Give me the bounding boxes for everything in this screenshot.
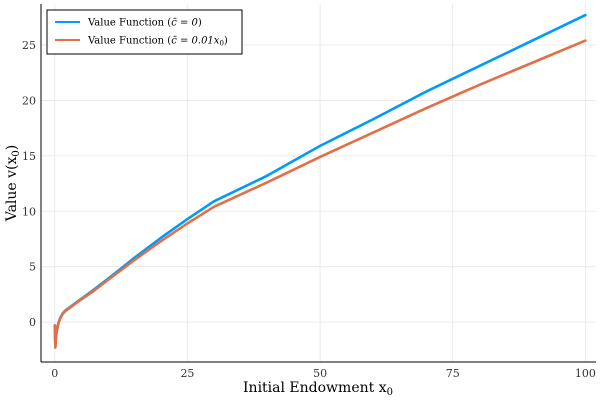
x-axis-label: Initial Endowment x0 <box>243 380 393 398</box>
y-axis-label: Value v(x0) <box>4 145 22 223</box>
y-tick-label: 20 <box>22 94 36 107</box>
y-tick-label: 5 <box>29 261 36 274</box>
legend-label-series-2: Value Function (c̄ = 0.01x0) <box>87 36 228 48</box>
legend-box <box>46 9 243 55</box>
tick-labels: 0 25 50 75 100 0 5 10 15 20 25 <box>22 39 596 380</box>
legend-label-series-1: Value Function (c̄ = 0) <box>87 18 202 29</box>
series-line-2 <box>53 39 587 349</box>
y-tick-label: 25 <box>22 39 36 52</box>
series-layer <box>53 13 587 349</box>
x-tick-label: 0 <box>51 367 58 380</box>
x-tick-label: 75 <box>446 367 460 380</box>
grid <box>41 4 596 362</box>
y-tick-label: 10 <box>22 205 36 218</box>
x-tick-label: 100 <box>575 367 596 380</box>
y-tick-label: 0 <box>29 316 36 329</box>
axes <box>40 4 596 363</box>
x-tick-label: 50 <box>313 367 327 380</box>
x-tick-label: 25 <box>180 367 194 380</box>
legend: Value Function (c̄ = 0) Value Function (… <box>46 9 243 55</box>
y-tick-label: 15 <box>22 150 36 163</box>
